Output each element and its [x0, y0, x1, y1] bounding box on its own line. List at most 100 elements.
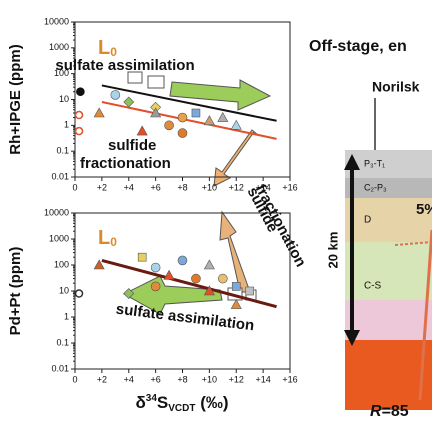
point — [76, 87, 85, 97]
point — [231, 282, 241, 291]
x-tick-label: +4 — [124, 182, 134, 192]
point — [123, 288, 135, 299]
marker-main: L — [98, 37, 110, 59]
point — [230, 298, 242, 309]
layer-label: C-S — [364, 281, 382, 292]
y-tick-label: 100 — [54, 68, 69, 78]
layer — [345, 150, 432, 178]
point — [137, 252, 147, 262]
depth: 20 km — [325, 232, 340, 269]
ratio-text: =85 — [382, 403, 409, 420]
y-axis-label: Pd+Pt (ppm) — [7, 247, 24, 336]
layer — [345, 178, 432, 198]
x-tick-label: +16 — [282, 182, 297, 192]
point — [218, 273, 228, 284]
conduit — [394, 241, 432, 246]
y-tick-label: 0.1 — [56, 337, 69, 347]
ratio-symbol: R — [370, 403, 382, 420]
percent: 5% — [416, 201, 432, 218]
y-tick-label: 0.1 — [56, 146, 69, 156]
marker-sub: 0 — [110, 45, 117, 59]
y-tick-label: 10000 — [44, 16, 69, 26]
layer — [345, 198, 432, 242]
point — [163, 269, 175, 280]
x-tick-label: +8 — [177, 374, 187, 384]
x-label-part: δ — [135, 393, 145, 412]
point — [150, 262, 161, 273]
x-tick-label: +6 — [150, 374, 160, 384]
y-tick-label: 0.01 — [51, 363, 69, 373]
point — [177, 112, 188, 123]
layer-label: P₃-T₁ — [364, 158, 385, 168]
y-tick-label: 10000 — [44, 207, 69, 217]
x-label-part: (‰) — [195, 393, 228, 412]
point — [150, 107, 162, 118]
point — [74, 289, 84, 298]
point — [203, 115, 215, 126]
layer-label: C₂-P₃ — [364, 182, 387, 192]
point — [230, 119, 242, 130]
point — [123, 96, 135, 108]
x-tick-label: +12 — [229, 374, 244, 384]
point — [93, 107, 105, 118]
point — [164, 120, 174, 131]
chart: 0.01 0.1 1 10 100 1000 10000 0 +2 +4 +6 +8 +10 +12 +14… — [7, 16, 298, 192]
x-tick-label: +10 — [202, 374, 217, 384]
x-tick-label: +16 — [282, 374, 297, 384]
x-tick-label: 0 — [72, 182, 77, 192]
point — [191, 108, 201, 118]
trend-line — [101, 101, 277, 140]
y-tick-label: 10 — [59, 94, 69, 104]
point — [203, 285, 215, 296]
point — [177, 128, 188, 138]
point — [93, 259, 105, 270]
ratio: R=85 — [370, 403, 409, 420]
point — [217, 111, 229, 122]
y-tick-label: 0.01 — [51, 171, 69, 181]
conduit — [418, 229, 432, 401]
layer-label: D — [364, 215, 371, 226]
y-tick-label: 1 — [64, 120, 69, 130]
arrow-head — [344, 154, 360, 170]
layer — [345, 340, 432, 410]
point — [191, 273, 201, 284]
x-tick-label: +8 — [177, 182, 187, 192]
x-label-part: VCDT — [168, 403, 195, 414]
point — [150, 281, 161, 292]
annotation: sulfide — [108, 137, 156, 154]
arrow-head — [344, 330, 360, 346]
y-tick-label: 100 — [54, 259, 69, 269]
orange-arrow — [213, 129, 259, 187]
x-tick-label: 0 — [72, 374, 77, 384]
y-axis-label: Rh+IPGE (ppm) — [7, 44, 24, 154]
x-label-part: 34 — [146, 393, 158, 404]
point — [245, 286, 254, 296]
x-tick-label: +14 — [255, 374, 270, 384]
marker-label: L0 — [98, 227, 117, 249]
marker-sub: 0 — [110, 235, 117, 249]
point — [177, 255, 188, 266]
x-tick-label: +14 — [255, 182, 270, 192]
y-tick-label: 1000 — [49, 42, 69, 52]
y-tick-label: 10 — [59, 285, 69, 295]
point — [136, 125, 148, 136]
marker-main: L — [98, 227, 110, 249]
trend-line — [101, 84, 277, 122]
x-axis-label: δ34SVCDT (‰) — [135, 393, 228, 414]
diagram: Off-stage, en Norilsk P₃-T₁ C₂-P₃ D C-S … — [309, 38, 432, 420]
y-tick-label: 1000 — [49, 233, 69, 243]
x-tick-label: +2 — [97, 182, 107, 192]
x-tick-label: +4 — [124, 374, 134, 384]
x-tick-label: +10 — [202, 182, 217, 192]
green-arrow — [169, 79, 272, 111]
trend-line — [101, 258, 277, 309]
point — [74, 110, 84, 120]
point — [74, 126, 84, 136]
arrows — [122, 71, 272, 315]
point — [110, 90, 121, 100]
point — [203, 259, 215, 270]
marker-label: L0 — [98, 37, 117, 59]
layer — [345, 242, 432, 300]
